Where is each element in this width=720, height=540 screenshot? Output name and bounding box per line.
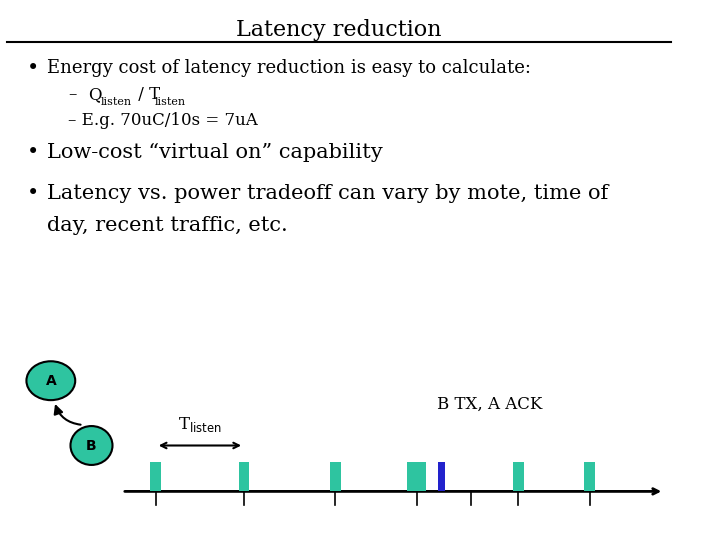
Text: listen: listen — [100, 97, 132, 107]
Circle shape — [27, 361, 75, 400]
Text: Latency reduction: Latency reduction — [236, 19, 441, 41]
Text: A: A — [45, 374, 56, 388]
Text: Energy cost of latency reduction is easy to calculate:: Energy cost of latency reduction is easy… — [48, 59, 531, 77]
Bar — [584, 462, 595, 491]
Text: B: B — [86, 438, 96, 453]
Bar — [330, 462, 341, 491]
Text: day, recent traffic, etc.: day, recent traffic, etc. — [48, 216, 288, 235]
Text: T$_{\mathrm{listen}}$: T$_{\mathrm{listen}}$ — [178, 415, 222, 434]
Text: – E.g. 70uC/10s = 7uA: – E.g. 70uC/10s = 7uA — [68, 112, 258, 129]
Text: •: • — [27, 59, 40, 78]
Text: Q: Q — [88, 86, 102, 103]
FancyArrowPatch shape — [55, 406, 81, 424]
Text: •: • — [27, 184, 40, 202]
Text: Latency vs. power tradeoff can vary by mote, time of: Latency vs. power tradeoff can vary by m… — [48, 184, 608, 202]
Ellipse shape — [71, 426, 112, 465]
Text: listen: listen — [156, 97, 186, 107]
Bar — [513, 462, 524, 491]
Text: B TX, A ACK: B TX, A ACK — [437, 396, 542, 413]
Text: Low-cost “virtual on” capability: Low-cost “virtual on” capability — [48, 143, 383, 162]
Text: –: – — [68, 86, 76, 103]
Text: / T: / T — [132, 86, 160, 103]
Text: •: • — [27, 143, 40, 162]
Bar — [150, 462, 161, 491]
Bar — [438, 462, 445, 491]
Bar — [408, 462, 426, 491]
Bar — [238, 462, 249, 491]
